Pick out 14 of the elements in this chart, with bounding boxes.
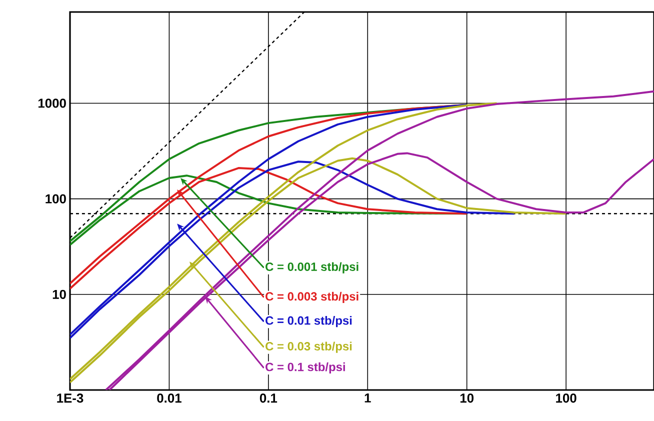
text: C = 0.1 stb/psi xyxy=(266,362,345,374)
text: C = 0.003 stb/psi xyxy=(266,292,358,303)
text: C = 0.001 stb/psi xyxy=(266,262,358,274)
x-tick-label: 100 xyxy=(556,394,576,403)
text: C = 0.03 stb/psi xyxy=(266,342,352,353)
y-tick-label: 100 xyxy=(46,194,66,204)
x-tick-label: 0.1 xyxy=(260,394,278,403)
x-tick-label: 1 xyxy=(364,394,371,402)
text: C = 0.01 stb/psi xyxy=(266,316,352,328)
x-tick-label: 0.01 xyxy=(157,394,182,403)
y-tick-label: 1000 xyxy=(38,98,66,108)
y-tick-label: 10 xyxy=(52,290,66,299)
x-tick-label: 1E-3 xyxy=(57,394,84,403)
x-tick-label: 10 xyxy=(460,394,474,403)
